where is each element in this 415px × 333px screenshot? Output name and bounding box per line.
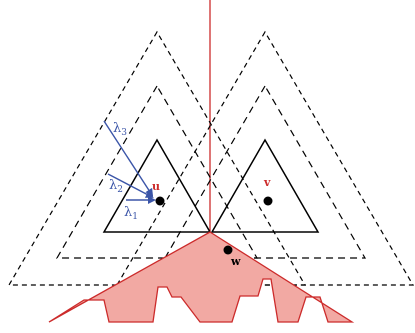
left-middle-dashed-triangle — [55, 84, 259, 259]
shaded-region — [48, 231, 355, 323]
label-lambda1: λ1 — [124, 205, 138, 222]
left-outer-dashed-triangle — [7, 30, 307, 286]
label-lambda2: λ2 — [109, 178, 123, 195]
right-outer-dashed-triangle — [115, 30, 415, 286]
label-lambda3: λ3 — [113, 121, 127, 138]
right-middle-dashed-triangle — [163, 84, 367, 259]
point-v — [263, 196, 273, 206]
point-u — [155, 196, 165, 206]
label-u: u — [152, 180, 160, 193]
label-w: w — [230, 255, 241, 268]
label-v: v — [263, 176, 271, 189]
lambda2-arrow — [107, 173, 154, 198]
point-w — [223, 245, 233, 255]
lambda3-arrow — [103, 120, 154, 197]
right-inner-triangle — [210, 138, 320, 233]
